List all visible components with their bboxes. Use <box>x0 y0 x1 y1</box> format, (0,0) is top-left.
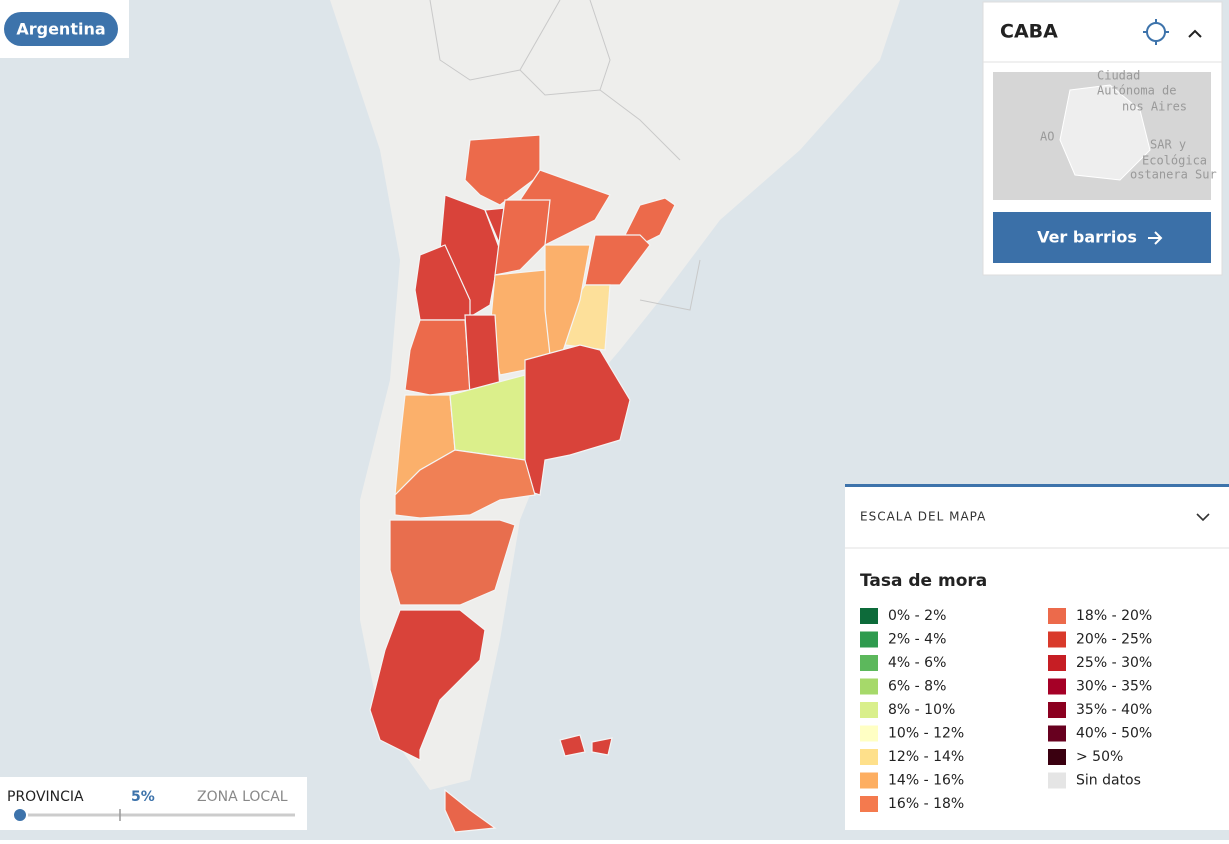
legend-swatch <box>860 655 878 671</box>
legend-swatch <box>1048 725 1066 742</box>
borders <box>429 0 701 311</box>
badge-label: Argentina <box>16 20 105 39</box>
legend-swatch <box>860 702 878 718</box>
arrow-icon <box>1148 231 1163 245</box>
legend-label: 2% - 4% <box>888 632 946 648</box>
province[interactable] <box>494 199 551 276</box>
province[interactable] <box>369 609 486 761</box>
legend-swatch <box>860 608 878 624</box>
view-button-label: Ver barrios <box>1037 228 1137 247</box>
legend-label: 10% - 12% <box>888 726 964 742</box>
thumbnail-label: ostanera Sur <box>1130 168 1217 182</box>
thumbnail-label: SAR y <box>1150 138 1186 152</box>
legend-label: 25% - 30% <box>1076 655 1152 671</box>
collapse-icon[interactable] <box>1188 29 1202 38</box>
legend-label: 0% - 2% <box>888 608 946 624</box>
legend-swatch <box>1048 631 1066 648</box>
legend-toggle[interactable] <box>1196 513 1210 522</box>
province[interactable] <box>444 788 497 833</box>
thumbnail-shape <box>1059 84 1151 181</box>
badge-pill[interactable] <box>4 12 118 46</box>
legend-items: 0% - 2% 2% - 4% 4% - 6% 6% - 8% 8% - 10% 10% … <box>860 608 1152 812</box>
legend-swatch <box>1048 702 1066 718</box>
slider-value: 5% <box>131 789 155 805</box>
thumbnail-labels: Ciudad Autónoma de nos Aires AO SAR y Ec… <box>1040 69 1217 182</box>
legend-swatch <box>1048 772 1066 789</box>
province[interactable] <box>591 737 613 756</box>
legend-label: 4% - 6% <box>888 655 946 671</box>
slider-left-label: PROVINCIA <box>7 789 84 805</box>
legend-header: ESCALA DEL MAPA <box>860 510 986 524</box>
view-button[interactable] <box>993 212 1211 263</box>
legend-topbar <box>845 484 1229 487</box>
thumbnail-label: Autónoma de <box>1097 84 1176 98</box>
province[interactable] <box>389 519 516 606</box>
legend-swatch <box>860 631 878 648</box>
legend-label: 6% - 8% <box>888 679 946 695</box>
thumbnail-label: Ciudad <box>1097 69 1140 83</box>
legend-label: 40% - 50% <box>1076 726 1152 742</box>
slider-right-label: ZONA LOCAL <box>197 789 288 805</box>
legend-panel <box>845 485 1229 830</box>
province[interactable] <box>464 134 541 206</box>
legend-swatch <box>1048 749 1066 765</box>
legend-swatch <box>1048 608 1066 624</box>
slider-knob[interactable] <box>12 807 28 823</box>
legend-swatch <box>1048 655 1066 671</box>
panel-title: CABA <box>1000 21 1058 43</box>
legend-label: 30% - 35% <box>1076 679 1152 695</box>
legend-label: 8% - 10% <box>888 702 955 718</box>
legend-swatch <box>860 678 878 695</box>
legend-label: 35% - 40% <box>1076 702 1152 718</box>
province[interactable] <box>559 734 586 757</box>
legend-label: 20% - 25% <box>1076 632 1152 648</box>
thumbnail-label: AO <box>1040 130 1054 144</box>
province[interactable] <box>584 234 651 286</box>
legend-title: Tasa de mora <box>860 571 987 591</box>
legend-label: 16% - 18% <box>888 796 964 812</box>
thumbnail-label: Ecológica <box>1142 154 1207 168</box>
legend-label: 18% - 20% <box>1076 608 1152 624</box>
legend-swatch <box>1048 678 1066 695</box>
legend-label: > 50% <box>1076 749 1123 765</box>
locate-icon[interactable] <box>1143 19 1169 45</box>
legend-swatch <box>860 772 878 789</box>
provinces <box>369 134 676 833</box>
province[interactable] <box>394 449 536 519</box>
legend-swatch <box>860 796 878 812</box>
legend-label: 14% - 16% <box>888 773 964 789</box>
legend-label: Sin datos <box>1076 773 1141 789</box>
slider-panel <box>0 777 307 830</box>
legend-swatch <box>860 749 878 765</box>
thumbnail-label: nos Aires <box>1122 100 1187 114</box>
legend-label: 12% - 14% <box>888 749 964 765</box>
legend-swatch <box>860 725 878 742</box>
